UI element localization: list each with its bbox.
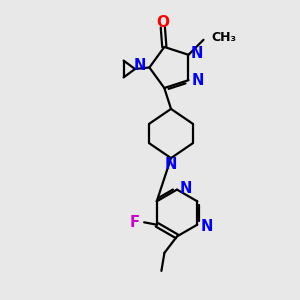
Text: N: N	[191, 46, 203, 61]
Text: N: N	[134, 58, 146, 74]
Text: O: O	[156, 15, 169, 30]
Text: N: N	[200, 219, 213, 234]
Text: N: N	[180, 181, 192, 196]
Text: F: F	[130, 215, 140, 230]
Text: N: N	[164, 157, 177, 172]
Text: CH₃: CH₃	[212, 31, 237, 44]
Text: N: N	[192, 73, 204, 88]
